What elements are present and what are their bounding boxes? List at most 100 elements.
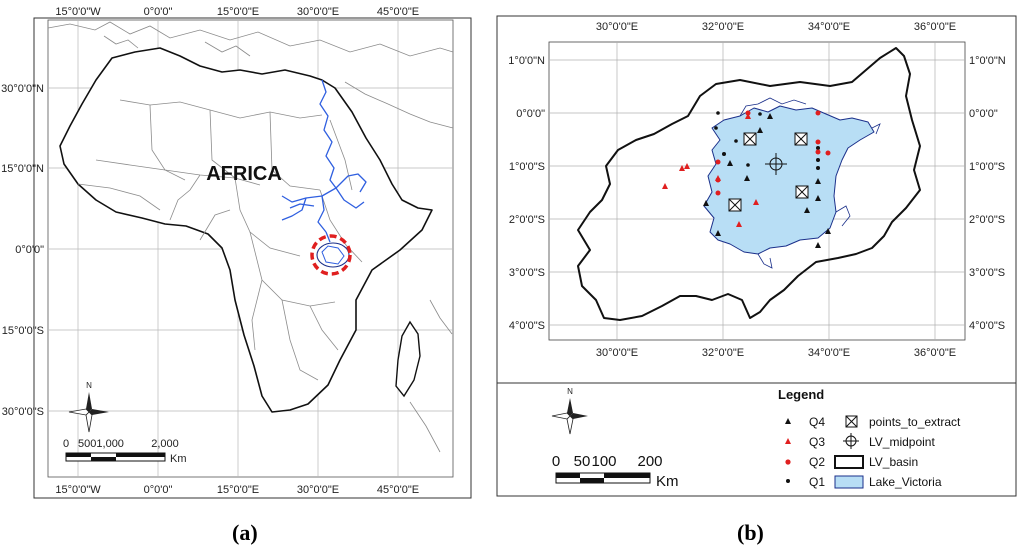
- lat-tick: 1°0'0"S: [509, 161, 545, 173]
- lat-tick: 2°0'0"S: [969, 214, 1005, 226]
- legend-q3-symbol: [785, 438, 791, 444]
- q2-points: [715, 110, 831, 196]
- point-to-extract-marker: [794, 132, 808, 146]
- scale-label-2: 2,000: [151, 438, 179, 450]
- legend-lake-victoria-symbol: [834, 475, 864, 489]
- lat-tick: 0°0'0": [516, 108, 545, 120]
- legend-q4-symbol: [785, 418, 791, 424]
- lon-tick: 30°0'0"E: [596, 347, 638, 359]
- panel-a-caption: (a): [232, 520, 258, 545]
- legend-q2-symbol: [785, 459, 791, 465]
- panel-b-lake-victoria-map: 30°0'0"E 32°0'0"E 34°0'0"E 36°0'0"E 30°0…: [496, 15, 1017, 497]
- panel-b-lat-ticks-left: 1°0'0"N 0°0'0" 1°0'0"S 2°0'0"S 3°0'0"S 4…: [508, 55, 545, 332]
- legend-lv-midpoint-label: LV_midpoint: [869, 435, 935, 449]
- legend-points-to-extract-symbol: [845, 415, 858, 428]
- lon-tick: 0°0'0": [144, 6, 173, 18]
- panel-a-other-coastlines: [47, 21, 454, 453]
- point-to-extract-marker: [795, 185, 809, 199]
- scale-label-2: 100: [591, 453, 616, 470]
- legend-lv-basin-symbol: [834, 455, 864, 469]
- lon-tick: 30°0'0"E: [297, 6, 339, 18]
- lon-tick: 34°0'0"E: [808, 21, 850, 33]
- lon-tick: 45°0'0"E: [377, 484, 419, 496]
- panel-b-lat-ticks-right: 1°0'0"N 0°0'0" 1°0'0"S 2°0'0"S 3°0'0"S 4…: [969, 55, 1006, 332]
- lon-tick: 32°0'0"E: [702, 21, 744, 33]
- panel-a-africa-map: AFRICA N 0 5001,000 2,000 Km 15°0'0"W 0°…: [1, 6, 472, 499]
- lon-tick: 30°0'0"E: [596, 21, 638, 33]
- lat-tick: 30°0'0"S: [2, 406, 44, 418]
- lake-victoria-highlight: [310, 234, 352, 276]
- lon-tick: 32°0'0"E: [702, 347, 744, 359]
- lat-tick: 15°0'0"S: [2, 325, 44, 337]
- panel-a-north-arrow: N: [68, 381, 109, 433]
- lat-tick: 1°0'0"N: [969, 55, 1006, 67]
- nile-river-network: [281, 79, 367, 243]
- panel-b-lon-ticks-bottom: 30°0'0"E 32°0'0"E 34°0'0"E 36°0'0"E: [596, 347, 956, 359]
- lat-tick: 4°0'0"S: [969, 320, 1005, 332]
- legend-points-to-extract-label: points_to_extract: [869, 415, 961, 429]
- legend-q1-symbol: [786, 479, 790, 483]
- lat-tick: 4°0'0"S: [509, 320, 545, 332]
- panel-b-caption: (b): [737, 520, 764, 545]
- lon-tick: 45°0'0"E: [377, 6, 419, 18]
- points-to-extract: [728, 132, 809, 212]
- lat-tick: 30°0'0"N: [1, 83, 44, 95]
- africa-continent-outline: [59, 47, 433, 413]
- lon-tick: 15°0'0"W: [55, 6, 101, 18]
- panel-a-country-borders: [77, 99, 363, 381]
- panel-a-lon-ticks-bottom: 15°0'0"W 0°0'0" 15°0'0"E 30°0'0"E 45°0'0…: [55, 484, 419, 496]
- lat-tick: 15°0'0"N: [1, 163, 44, 175]
- scale-label-0: 0: [552, 453, 560, 470]
- lon-tick: 15°0'0"E: [217, 484, 259, 496]
- scale-label-3: 200: [637, 453, 662, 470]
- panel-b-lon-ticks-top: 30°0'0"E 32°0'0"E 34°0'0"E 36°0'0"E: [596, 21, 956, 33]
- lat-tick: 0°0'0": [969, 108, 998, 120]
- legend-q1-label: Q1: [809, 475, 825, 489]
- legend-q2-label: Q2: [809, 455, 825, 469]
- scale-label-1: 50: [574, 453, 591, 470]
- panel-a-lat-ticks: 30°0'0"N 15°0'0"N 0°0'0" 15°0'0"S 30°0'0…: [1, 83, 44, 418]
- legend-lv-midpoint-symbol: [843, 433, 859, 449]
- lat-tick: 0°0'0": [15, 244, 44, 256]
- lat-tick: 3°0'0"S: [509, 267, 545, 279]
- lv-midpoint-marker: [765, 153, 787, 175]
- lon-tick: 15°0'0"E: [217, 6, 259, 18]
- panel-b-scale-bar: 0 50 100 200 Km: [552, 453, 679, 490]
- legend-lv-basin-label: LV_basin: [869, 455, 918, 469]
- lv-basin-outline: [577, 47, 921, 321]
- lat-tick: 1°0'0"N: [508, 55, 545, 67]
- highlight-circle: [310, 234, 352, 276]
- lake-shoreline-islands: [739, 97, 881, 269]
- lat-tick: 2°0'0"S: [509, 214, 545, 226]
- q1-points: [714, 111, 820, 170]
- panel-b-legend: Legend Q4 Q3 Q2 Q1 points_to_extract LV_…: [778, 387, 961, 489]
- point-to-extract-marker: [728, 198, 742, 212]
- point-to-extract-marker: [743, 132, 757, 146]
- lon-tick: 36°0'0"E: [914, 347, 956, 359]
- legend-q4-label: Q4: [809, 415, 825, 429]
- north-label: N: [567, 387, 573, 396]
- lat-tick: 3°0'0"S: [969, 267, 1005, 279]
- scale-unit: Km: [170, 453, 187, 465]
- scale-label-1: 5001,000: [78, 438, 124, 450]
- lon-tick: 15°0'0"W: [55, 484, 101, 496]
- legend-title: Legend: [778, 387, 824, 402]
- panel-b-north-arrow: N: [551, 387, 588, 435]
- lat-tick: 1°0'0"S: [969, 161, 1005, 173]
- q4-points: [703, 113, 831, 248]
- scale-unit: Km: [656, 473, 679, 490]
- africa-title: AFRICA: [206, 163, 282, 185]
- lon-tick: 0°0'0": [144, 484, 173, 496]
- scale-label-0: 0: [63, 438, 69, 450]
- legend-q3-label: Q3: [809, 435, 825, 449]
- legend-lake-victoria-label: Lake_Victoria: [869, 475, 942, 489]
- madagascar-outline: [395, 320, 421, 398]
- panel-a-scale-bar: 0 5001,000 2,000 Km: [63, 438, 187, 465]
- north-label: N: [86, 381, 92, 390]
- panel-a-lon-ticks-top: 15°0'0"W 0°0'0" 15°0'0"E 30°0'0"E 45°0'0…: [55, 6, 419, 18]
- lon-tick: 30°0'0"E: [297, 484, 339, 496]
- lon-tick: 34°0'0"E: [808, 347, 850, 359]
- q3-points: [662, 113, 759, 227]
- lon-tick: 36°0'0"E: [914, 21, 956, 33]
